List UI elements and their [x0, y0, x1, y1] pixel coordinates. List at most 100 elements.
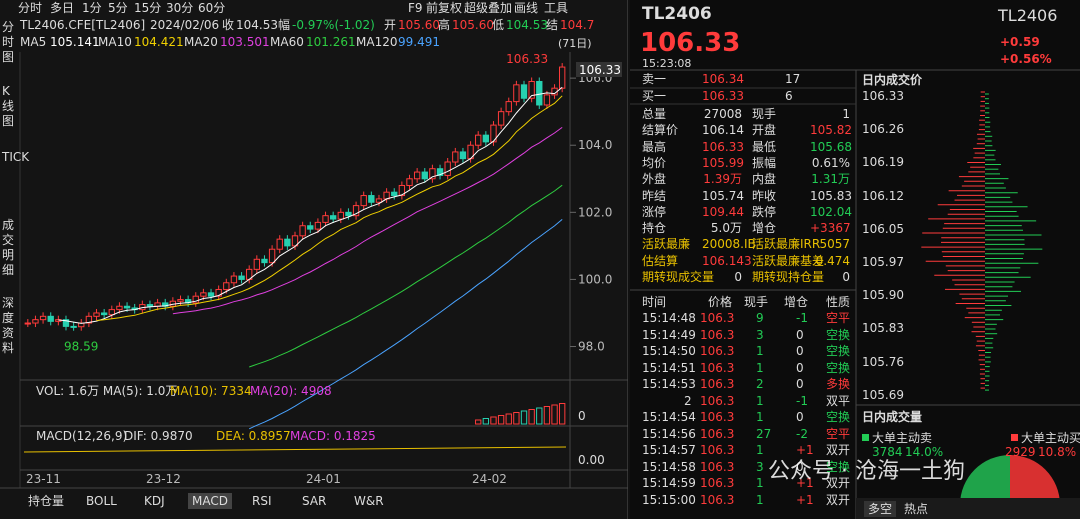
bottom-tab[interactable]: W&R: [354, 494, 384, 508]
info-value: 105.60: [452, 18, 494, 32]
candle-body: [528, 80, 535, 99]
x-label: 23-11: [26, 472, 61, 486]
vol-ma20: MA(20): 4908: [250, 384, 332, 398]
toolbar-tool[interactable]: 画线: [514, 1, 539, 15]
candle-body: [375, 198, 383, 203]
trade-time: 15:14:48: [642, 311, 696, 325]
side-tab[interactable]: TICK: [2, 150, 30, 164]
candle-body: [253, 258, 261, 270]
ma-label: MA60: [270, 35, 304, 49]
side-tab[interactable]: 深度资料: [2, 296, 15, 355]
stat-key: 内盘: [752, 172, 777, 187]
toolbar-tab[interactable]: 1分: [82, 1, 102, 15]
candle-body: [413, 171, 421, 180]
bottom-tab[interactable]: KDJ: [144, 494, 165, 508]
toolbar-tool[interactable]: 超级叠加: [464, 1, 513, 15]
ladder-price: 105.69: [862, 387, 904, 402]
toolbar-tab[interactable]: 分时: [18, 1, 43, 15]
sell-label: 大单主动卖: [872, 431, 933, 445]
toolbar-tool[interactable]: F9: [408, 1, 423, 15]
vol-ma10: MA(10): 7334: [170, 384, 252, 398]
vol-bar: [513, 412, 520, 425]
trade-header: 价格: [708, 295, 733, 309]
toolbar-tab[interactable]: 60分: [198, 1, 226, 15]
candle-body: [200, 292, 207, 297]
vol-axis: 0: [578, 409, 586, 423]
stat-value: 106.33: [702, 139, 744, 154]
toolbar-tool[interactable]: 前复权: [426, 1, 463, 15]
candle-body: [215, 288, 222, 297]
quote-code2: TL2406: [998, 6, 1058, 25]
macd-val: MACD: 0.1825: [290, 429, 376, 443]
trade-type: 空换: [826, 459, 851, 474]
candle-body: [85, 315, 93, 324]
symbol: TL2406.CFE[TL2406]: [20, 18, 146, 32]
watermark: 公众号 · 沧海一土狗: [768, 459, 965, 484]
side-tab[interactable]: 分时图: [2, 20, 15, 64]
stat-key: 持仓: [642, 221, 667, 236]
stat-value: 105.99: [702, 155, 744, 170]
bottom-tab[interactable]: 持仓量: [28, 494, 65, 508]
info-key: 开: [384, 18, 397, 32]
candle-body: [329, 215, 337, 220]
panel-tab[interactable]: 热点: [904, 502, 929, 516]
trade-time: 15:14:53: [642, 377, 696, 391]
stat-key: 均价: [642, 155, 667, 170]
trade-price: 106.3: [700, 360, 735, 375]
date: 2024/02/06: [150, 18, 220, 32]
candle-body: [543, 94, 551, 106]
candle-body: [436, 168, 444, 176]
y-tick-label: 98.0: [578, 340, 605, 354]
y-tick-label: 104.0: [578, 138, 612, 152]
quote-panel-shapes: [630, 0, 1080, 519]
toolbar-tab[interactable]: 15分: [134, 1, 162, 15]
trade-time: 15:14:58: [642, 459, 696, 474]
period-label: (71日): [558, 37, 592, 50]
side-tab[interactable]: K线图: [2, 84, 15, 128]
ma-line: [96, 95, 563, 321]
side-tab[interactable]: 成交明细: [2, 218, 15, 277]
bottom-tab[interactable]: SAR: [302, 494, 327, 508]
candle-body: [299, 225, 306, 237]
trade-qty: 1: [756, 476, 764, 490]
toolbar-tab[interactable]: 多日: [50, 1, 75, 15]
book-side: 买一: [642, 89, 667, 103]
stat-value: 0: [734, 270, 742, 284]
high-label: 106.33: [506, 52, 548, 66]
trade-qty: 27: [756, 426, 772, 441]
x-label: 23-12: [146, 472, 181, 486]
stat-value: 20008.IB: [702, 237, 756, 252]
info-value: 104.53: [236, 18, 278, 32]
trade-time: 15:14:54: [642, 410, 696, 424]
toolbar-tab[interactable]: 5分: [108, 1, 128, 15]
candle-body: [39, 315, 47, 321]
candle-body: [146, 304, 154, 307]
trade-header: 现手: [744, 295, 769, 309]
bottom-tab[interactable]: RSI: [252, 494, 272, 508]
trade-type: 空换: [826, 360, 851, 375]
stat-key: 现手: [752, 107, 777, 121]
buy-vol: 2929: [1005, 445, 1036, 459]
macd-dif: DIF: 0.9870: [124, 429, 193, 443]
trade-price: 106.3: [700, 311, 735, 325]
trade-time: 15:14:57: [642, 443, 696, 457]
candle-body: [284, 238, 291, 247]
candle-body: [345, 211, 352, 217]
stat-key: 涨停: [642, 204, 667, 219]
stat-key: 昨收: [752, 188, 777, 203]
vol-bar: [505, 413, 512, 425]
stat-key: 最低: [752, 139, 777, 154]
trade-oi: 0: [796, 410, 804, 424]
toolbar-tab[interactable]: 30分: [166, 1, 194, 15]
candle-body: [513, 84, 520, 103]
candle-body: [406, 178, 413, 186]
candle-body: [261, 258, 268, 264]
stat-value: 27008: [703, 107, 742, 121]
bottom-tab[interactable]: MACD: [188, 493, 232, 509]
panel-tab[interactable]: 多空: [864, 501, 897, 517]
bottom-tab[interactable]: BOLL: [86, 494, 117, 508]
candle-body: [475, 134, 482, 146]
toolbar-tool[interactable]: 工具: [544, 1, 569, 15]
macd-line: [23, 446, 567, 453]
stat-key: 最高: [642, 139, 667, 154]
